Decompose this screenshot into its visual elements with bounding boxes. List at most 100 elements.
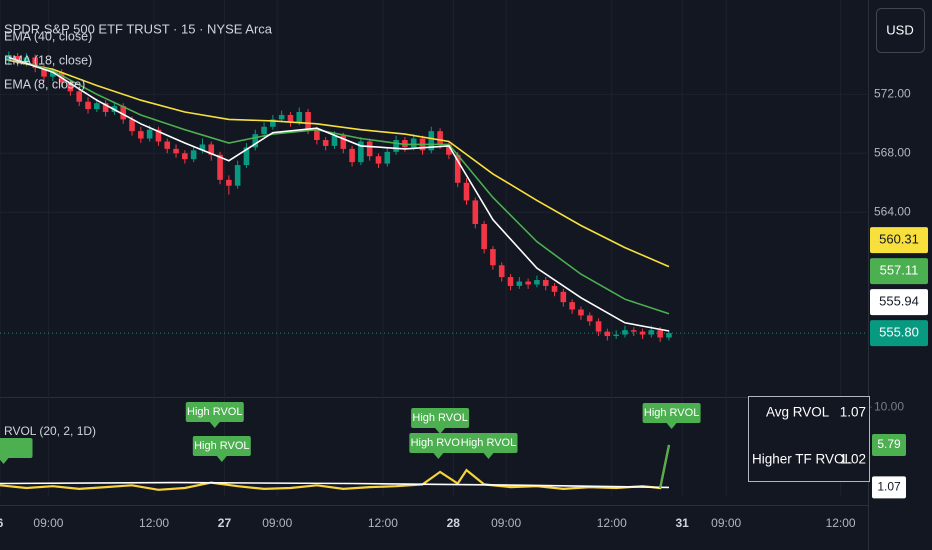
y-tick-label: 10.00 (874, 399, 904, 413)
annotation-pointer (435, 428, 446, 434)
candle-body (613, 334, 619, 337)
candle-body (569, 302, 575, 310)
price-tag (870, 289, 928, 316)
annotation-box (185, 402, 244, 422)
x-tick-label: 27 (218, 516, 232, 530)
price-tag-label: 557.11 (880, 263, 919, 278)
rvol-title: RVOL (20, 2, 1D) (4, 424, 96, 438)
x-tick-label: 12:00 (826, 516, 856, 530)
annotation-box (409, 433, 468, 453)
annotation-label: High RVOL (194, 440, 249, 452)
candle-body (208, 144, 215, 155)
candle-body (138, 131, 144, 139)
candle-body (50, 72, 56, 77)
candle-body (340, 135, 347, 149)
candle-body (226, 179, 232, 186)
candle-body (305, 112, 311, 130)
candle-body (278, 114, 285, 120)
price-tag (870, 227, 928, 254)
candle-body (481, 224, 487, 250)
stats-label: Avg RVOL (766, 405, 830, 420)
price-tag-label: 555.94 (879, 294, 919, 309)
candle-body (366, 141, 373, 157)
candle-body (595, 321, 602, 332)
x-tick-label: 12:00 (597, 516, 627, 530)
annotation-label: High RVOL (411, 437, 466, 449)
x-tick-label: 28 (447, 516, 461, 530)
marks (0, 51, 672, 491)
candle-body (384, 151, 391, 164)
x-tick-label: 31 (675, 516, 689, 530)
x-tick-label: 09:00 (711, 516, 741, 530)
rvol-average-line (0, 481, 670, 489)
candle-body (375, 156, 382, 164)
candle-body (14, 56, 21, 62)
annotation-box (459, 433, 518, 453)
candle-body (234, 165, 241, 186)
candle-body (516, 281, 523, 286)
candle-body (243, 147, 250, 166)
candle-body (102, 103, 109, 113)
value-tag (872, 476, 906, 499)
ema-line (8, 59, 670, 268)
candle-body (358, 141, 364, 163)
candle-body (287, 114, 294, 123)
stats-value: 1.07 (840, 405, 866, 420)
legend-entry: EMA (18, close) (4, 53, 92, 67)
candle-body (578, 309, 584, 316)
grid (0, 0, 872, 497)
annotation-label: High RVOL (644, 407, 699, 419)
stats-label: Higher TF RVOL (752, 452, 853, 467)
rvol-spike (659, 444, 670, 489)
annotation-box (0, 438, 33, 458)
candle-body (393, 140, 399, 152)
y-tick-label: 564.00 (874, 204, 911, 218)
candle-body (622, 330, 628, 335)
price-tag (870, 258, 928, 285)
x-tick-label: 6 (0, 516, 4, 530)
candle-body (463, 182, 470, 201)
annotation-label: High RVOL (461, 437, 516, 449)
value-tag-label: 1.07 (877, 480, 901, 494)
stats-table (748, 396, 870, 482)
legend-entry: EMA (8, close) (4, 77, 85, 91)
x-tick-label: 09:00 (491, 516, 521, 530)
annotation-label: High RVOL (412, 412, 467, 424)
currency-label[interactable]: USD (886, 22, 913, 37)
candle-body (146, 129, 153, 139)
candle-body (190, 150, 197, 160)
annotation-pointer (666, 423, 677, 429)
candle-body (428, 131, 435, 151)
candle-body (94, 103, 100, 110)
candle-body (604, 331, 611, 337)
candle-body (490, 249, 496, 266)
currency-button[interactable] (876, 8, 925, 53)
candle-body (182, 153, 188, 160)
candle-body (349, 148, 355, 163)
price-tag-label: 560.31 (879, 232, 919, 247)
x-tick-label: 09:00 (33, 516, 63, 530)
overlay: 564.00 568.00 572.00 6 09:00 12:00 27 09:00 12:0… (0, 29, 928, 530)
ema-line (8, 56, 670, 332)
candle-body (296, 112, 303, 123)
y-tick-label: 572.00 (874, 87, 911, 101)
candle-body (446, 144, 452, 155)
price-tag (870, 320, 928, 347)
candle-body (85, 101, 91, 110)
candle-body (560, 291, 567, 303)
annotation-pointer (483, 453, 494, 459)
candle-body (648, 330, 655, 335)
candle-body (217, 154, 223, 180)
annotation-pointer (216, 456, 227, 462)
annotation-box (192, 436, 251, 456)
candle-body (67, 82, 74, 92)
candle-body (261, 126, 267, 135)
candle-body (322, 140, 329, 146)
candle-body (630, 330, 637, 332)
candle-body (120, 106, 127, 120)
candle-body (410, 138, 417, 148)
rvol-line (0, 444, 671, 491)
value-tag-label: 5.79 (877, 437, 901, 451)
candle-body (270, 119, 276, 127)
